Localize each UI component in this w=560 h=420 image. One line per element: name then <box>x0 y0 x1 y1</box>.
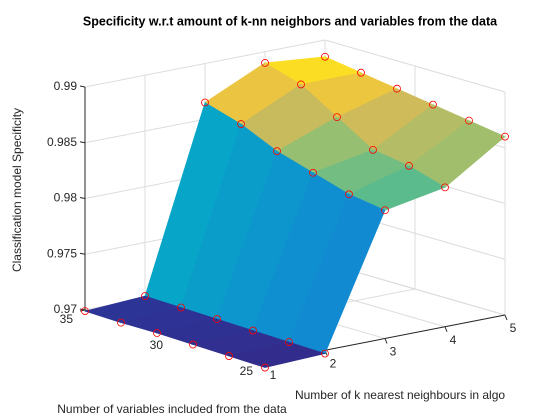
grid-line <box>84 39 326 88</box>
data-point <box>441 183 449 192</box>
z-tick <box>79 85 86 88</box>
data-point <box>141 292 149 300</box>
data-point <box>261 363 269 372</box>
z-tick-label: 0.99 <box>54 79 78 93</box>
x-axis-label: Number of k nearest neighbours in algo <box>295 388 505 402</box>
data-point <box>201 98 209 107</box>
data-point <box>177 303 185 312</box>
data-point <box>273 147 281 156</box>
data-point <box>321 52 329 61</box>
y-axis-label: Number of variables included from the da… <box>57 402 287 416</box>
data-point <box>225 352 233 360</box>
data-point <box>249 326 257 335</box>
z-tick-label: 0.97 <box>54 302 78 316</box>
data-point <box>381 206 389 215</box>
data-point <box>501 132 509 141</box>
x-tick-label: 2 <box>330 356 337 370</box>
x-tick <box>384 338 388 344</box>
x-tick <box>504 314 508 321</box>
z-tick-label: 0.985 <box>47 135 77 149</box>
z-axis-label: Classification model Specificity <box>10 108 24 272</box>
y-tick-label: 25 <box>240 364 254 378</box>
data-point <box>333 113 341 122</box>
data-point <box>213 315 221 323</box>
z-tick-label: 0.975 <box>47 246 77 260</box>
surface-patch <box>227 341 327 368</box>
z-tick <box>79 197 86 199</box>
data-point <box>237 120 245 128</box>
markers <box>81 52 509 372</box>
x-tick-label: 1 <box>270 368 277 382</box>
x-tick-label: 5 <box>510 321 517 335</box>
data-point <box>345 190 353 199</box>
data-point <box>393 84 401 93</box>
data-point <box>357 68 365 77</box>
grid-line <box>324 39 506 93</box>
data-point <box>261 59 269 67</box>
data-point <box>297 80 305 89</box>
y-tick-label: 35 <box>60 312 74 326</box>
data-point <box>81 307 89 316</box>
data-point <box>465 116 473 125</box>
data-point <box>285 338 293 346</box>
data-point <box>153 329 161 337</box>
x-tick-label: 3 <box>390 345 397 359</box>
chart-title: Specificity w.r.t amount of k-nn neighbo… <box>83 14 498 28</box>
data-point <box>405 161 413 170</box>
x-tick-label: 4 <box>450 333 457 347</box>
data-point <box>117 318 125 327</box>
y-tick-label: 30 <box>150 338 164 352</box>
data-point <box>189 340 197 349</box>
data-point <box>309 168 317 177</box>
z-tick-label: 0.98 <box>54 191 78 205</box>
x-tick <box>444 326 448 332</box>
data-point <box>429 100 437 109</box>
z-tick <box>79 252 86 255</box>
z-tick <box>79 141 86 144</box>
surface <box>83 56 506 368</box>
data-point <box>369 145 377 154</box>
data-point <box>321 349 329 358</box>
z-tick <box>79 308 86 311</box>
